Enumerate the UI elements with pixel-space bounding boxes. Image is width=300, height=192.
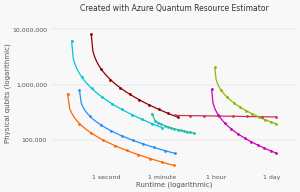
Point <box>79 75 84 78</box>
Point <box>173 114 178 117</box>
X-axis label: Runtime (logarithmic): Runtime (logarithmic) <box>136 181 212 188</box>
Point <box>152 146 157 149</box>
Point <box>140 118 144 121</box>
Point <box>112 144 117 147</box>
Point <box>89 33 94 36</box>
Point <box>229 127 234 131</box>
Point <box>212 66 217 69</box>
Point <box>156 121 161 124</box>
Point <box>209 88 214 91</box>
Point <box>172 164 176 167</box>
Point <box>178 129 183 132</box>
Point <box>99 95 104 98</box>
Point <box>130 113 134 116</box>
Title: Created with Azure Quantum Resource Estimator: Created with Azure Quantum Resource Esti… <box>80 4 268 13</box>
Point <box>162 149 167 152</box>
Point <box>89 87 94 90</box>
Point <box>255 143 260 146</box>
Point <box>118 86 122 89</box>
Point <box>130 139 135 142</box>
Point <box>166 112 171 115</box>
Point <box>89 132 94 135</box>
Point <box>262 118 267 121</box>
Point <box>269 121 274 124</box>
Point <box>172 127 177 130</box>
Point <box>244 109 248 112</box>
Point <box>160 126 164 129</box>
Point <box>274 151 279 155</box>
Point <box>225 96 230 99</box>
Point <box>260 115 264 118</box>
Point <box>160 161 164 164</box>
Point <box>153 119 158 122</box>
Point <box>274 122 279 126</box>
Point <box>175 128 180 131</box>
Point <box>109 129 114 132</box>
Point <box>88 115 92 118</box>
Point <box>237 105 242 108</box>
Point <box>148 157 153 160</box>
Point <box>149 112 154 115</box>
Point <box>274 115 279 118</box>
Point <box>219 89 224 92</box>
Point <box>159 123 164 126</box>
Point <box>182 130 186 133</box>
Point <box>222 122 227 125</box>
Point <box>98 67 103 70</box>
Point <box>136 153 141 156</box>
Point <box>101 138 106 142</box>
Point <box>77 122 82 125</box>
Point <box>242 137 247 140</box>
Point <box>268 149 273 152</box>
Point <box>216 114 221 118</box>
Point <box>231 115 236 118</box>
Point <box>137 98 142 101</box>
Y-axis label: Physical qubits (logarithmic): Physical qubits (logarithmic) <box>4 43 11 143</box>
Point <box>120 134 124 137</box>
Point <box>173 152 178 155</box>
Point <box>98 123 103 126</box>
Point <box>110 102 114 105</box>
Point <box>250 112 255 115</box>
Point <box>245 115 250 118</box>
Point <box>185 130 190 133</box>
Point <box>262 146 267 150</box>
Point <box>147 103 152 106</box>
Point <box>156 108 161 111</box>
Point <box>141 142 146 146</box>
Point <box>202 114 207 117</box>
Point <box>188 131 193 134</box>
Point <box>150 122 154 125</box>
Point <box>188 114 192 117</box>
Point <box>236 132 240 135</box>
Point <box>65 92 70 95</box>
Point <box>169 126 173 129</box>
Point <box>216 113 220 116</box>
Point <box>166 125 170 128</box>
Point <box>256 115 261 118</box>
Point <box>231 101 236 104</box>
Point <box>127 93 132 96</box>
Point <box>249 140 254 143</box>
Point <box>176 116 180 119</box>
Point <box>191 132 196 135</box>
Point <box>124 149 129 152</box>
Point <box>119 108 124 111</box>
Point <box>162 124 167 127</box>
Point <box>108 78 113 81</box>
Point <box>77 89 82 92</box>
Point <box>69 39 74 42</box>
